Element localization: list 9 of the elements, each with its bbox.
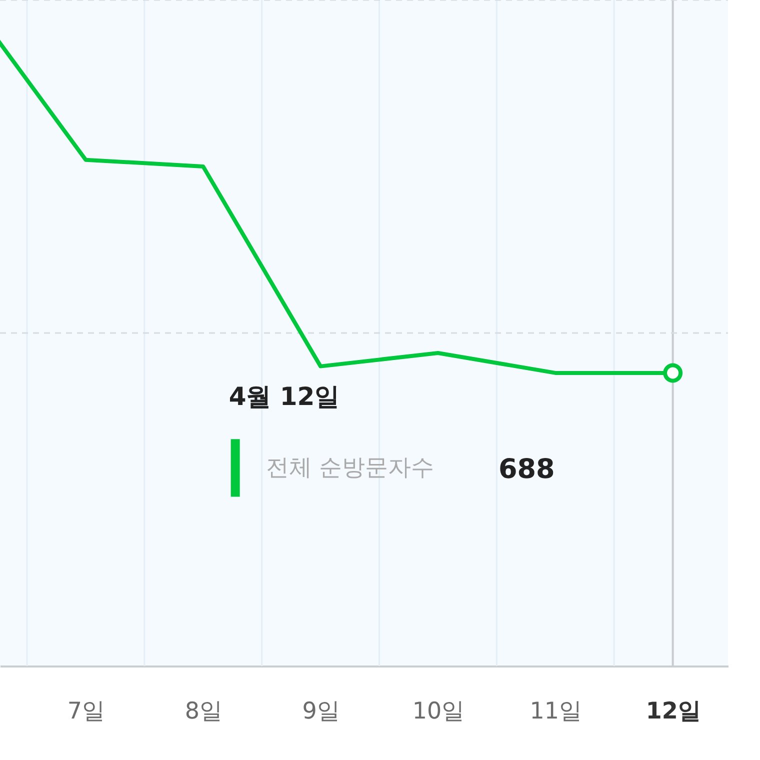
x-tick-label: 10일 bbox=[412, 698, 465, 724]
annotation: 688 bbox=[498, 454, 555, 485]
legend-title: 4월 12일 bbox=[228, 382, 340, 411]
x-tick-label: 8일 bbox=[184, 698, 222, 724]
x-tick-label: 12일 bbox=[646, 698, 701, 724]
x-tick-label: 7일 bbox=[67, 698, 106, 724]
x-tick-label: 9일 bbox=[302, 698, 340, 724]
x-tick-label: 11일 bbox=[530, 698, 582, 724]
text: 전체 순방문자수 bbox=[266, 454, 434, 481]
